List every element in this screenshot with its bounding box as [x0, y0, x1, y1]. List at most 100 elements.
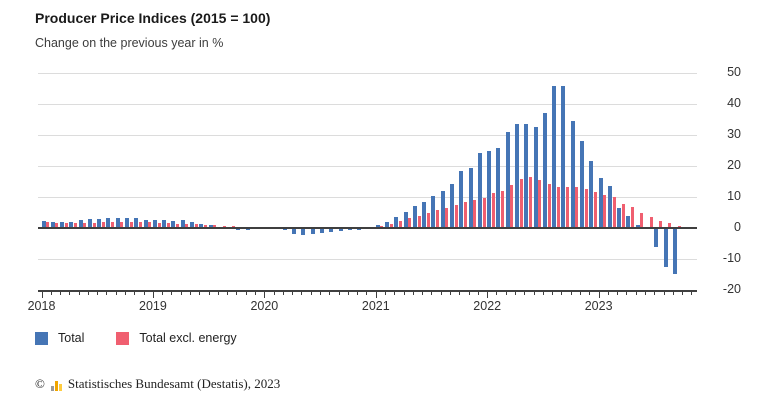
x-axis-year-tick	[41, 292, 43, 298]
bar-total	[468, 168, 473, 228]
x-axis-month-tick	[403, 292, 405, 295]
bar-total	[598, 178, 603, 228]
bar-total	[50, 222, 55, 228]
bar-total-excl-energy	[46, 222, 50, 228]
bar-total-excl-energy	[92, 222, 96, 228]
x-axis-month-tick	[635, 292, 637, 295]
bar-total	[190, 222, 195, 228]
x-axis-month-tick	[645, 292, 647, 295]
x-year-label: 2022	[473, 299, 502, 313]
x-year-label: 2019	[139, 299, 167, 313]
copyright-symbol: ©	[35, 376, 45, 391]
page-subtitle: Change on the previous year in %	[35, 36, 224, 50]
x-axis-month-tick	[245, 292, 247, 295]
legend-label-total: Total	[58, 331, 85, 345]
bar-total-excl-energy	[55, 222, 59, 228]
bar-total	[515, 124, 520, 228]
gridline	[38, 166, 697, 167]
bar-total	[199, 224, 204, 228]
footer: © Statistisches Bundesamt (Destatis), 20…	[35, 376, 280, 392]
bar-total-excl-energy	[538, 179, 542, 228]
y-tick-label: 0	[734, 220, 741, 234]
x-axis-month-tick	[217, 292, 219, 295]
x-axis-month-tick	[134, 292, 136, 295]
bar-total-excl-energy	[612, 197, 616, 228]
x-axis-month-tick	[542, 292, 544, 295]
bar-total	[570, 121, 575, 228]
y-tick-label: -10	[722, 251, 741, 265]
bar-total-excl-energy	[64, 223, 68, 228]
bar-total	[672, 228, 677, 274]
x-axis-month-tick	[533, 292, 535, 295]
bar-total	[626, 215, 631, 228]
bar-total	[245, 228, 250, 231]
x-axis-month-tick	[180, 292, 182, 295]
x-axis-month-tick	[422, 292, 424, 295]
bar-total-excl-energy	[528, 177, 532, 228]
bar-total-excl-energy	[417, 215, 421, 228]
bar-total	[347, 228, 352, 231]
bar-total	[422, 201, 427, 228]
bar-total-excl-energy	[593, 192, 597, 228]
bar-total-excl-energy	[473, 200, 477, 228]
x-axis-year-tick	[264, 292, 266, 298]
gridline	[38, 135, 697, 136]
x-axis-month-tick	[459, 292, 461, 295]
x-axis-month-tick	[69, 292, 71, 295]
x-axis-month-tick	[97, 292, 99, 295]
bar-total	[134, 217, 139, 228]
x-axis-month-tick	[282, 292, 284, 295]
x-axis-month-tick	[171, 292, 173, 295]
bar-total-excl-energy	[176, 223, 180, 228]
bar-total	[320, 228, 325, 234]
y-tick-label: 30	[727, 127, 741, 141]
bar-total	[635, 224, 640, 228]
bar-total-excl-energy	[491, 192, 495, 228]
x-axis-month-tick	[524, 292, 526, 295]
bar-total-excl-energy	[556, 186, 560, 228]
bar-total	[663, 228, 668, 268]
bar-total-excl-energy	[408, 218, 412, 228]
x-axis-month-tick	[255, 292, 257, 295]
x-axis-month-tick	[115, 292, 117, 295]
bar-total	[78, 219, 83, 228]
bar-total	[617, 207, 622, 228]
x-axis-year-tick	[487, 292, 489, 298]
bar-total-excl-energy	[138, 221, 142, 228]
bar-total-excl-energy	[398, 220, 402, 228]
x-axis-year-tick	[152, 292, 154, 298]
x-axis-month-tick	[273, 292, 275, 295]
bar-total	[180, 220, 185, 228]
gridline	[38, 197, 697, 198]
bar-total-excl-energy	[222, 225, 226, 228]
legend-swatch-total-excl-energy	[116, 331, 130, 345]
x-year-label: 2023	[584, 299, 613, 313]
bar-total-excl-energy	[575, 186, 579, 228]
x-axis-month-tick	[357, 292, 359, 295]
bar-total	[431, 195, 436, 228]
x-axis-month-tick	[310, 292, 312, 295]
x-axis-month-tick	[580, 292, 582, 295]
x-axis-month-tick	[292, 292, 294, 295]
x-year-label: 2021	[361, 299, 390, 313]
bar-total	[505, 132, 510, 228]
bar-total-excl-energy	[111, 222, 115, 228]
bar-total	[301, 228, 306, 235]
bar-total	[450, 183, 455, 228]
x-axis-month-tick	[60, 292, 62, 295]
bar-total	[412, 205, 417, 228]
x-axis-month-tick	[663, 292, 665, 295]
bar-total-excl-energy	[203, 224, 207, 228]
x-axis-month-tick	[394, 292, 396, 295]
bar-total	[143, 219, 148, 228]
bar-total	[552, 86, 557, 228]
x-axis-month-tick	[106, 292, 108, 295]
bar-total	[394, 216, 399, 228]
x-axis-month-tick	[385, 292, 387, 295]
bar-total	[542, 112, 547, 228]
x-axis-month-tick	[477, 292, 479, 295]
bar-total-excl-energy	[454, 205, 458, 228]
page-title: Producer Price Indices (2015 = 100)	[35, 10, 271, 26]
bar-total-excl-energy	[120, 222, 124, 228]
